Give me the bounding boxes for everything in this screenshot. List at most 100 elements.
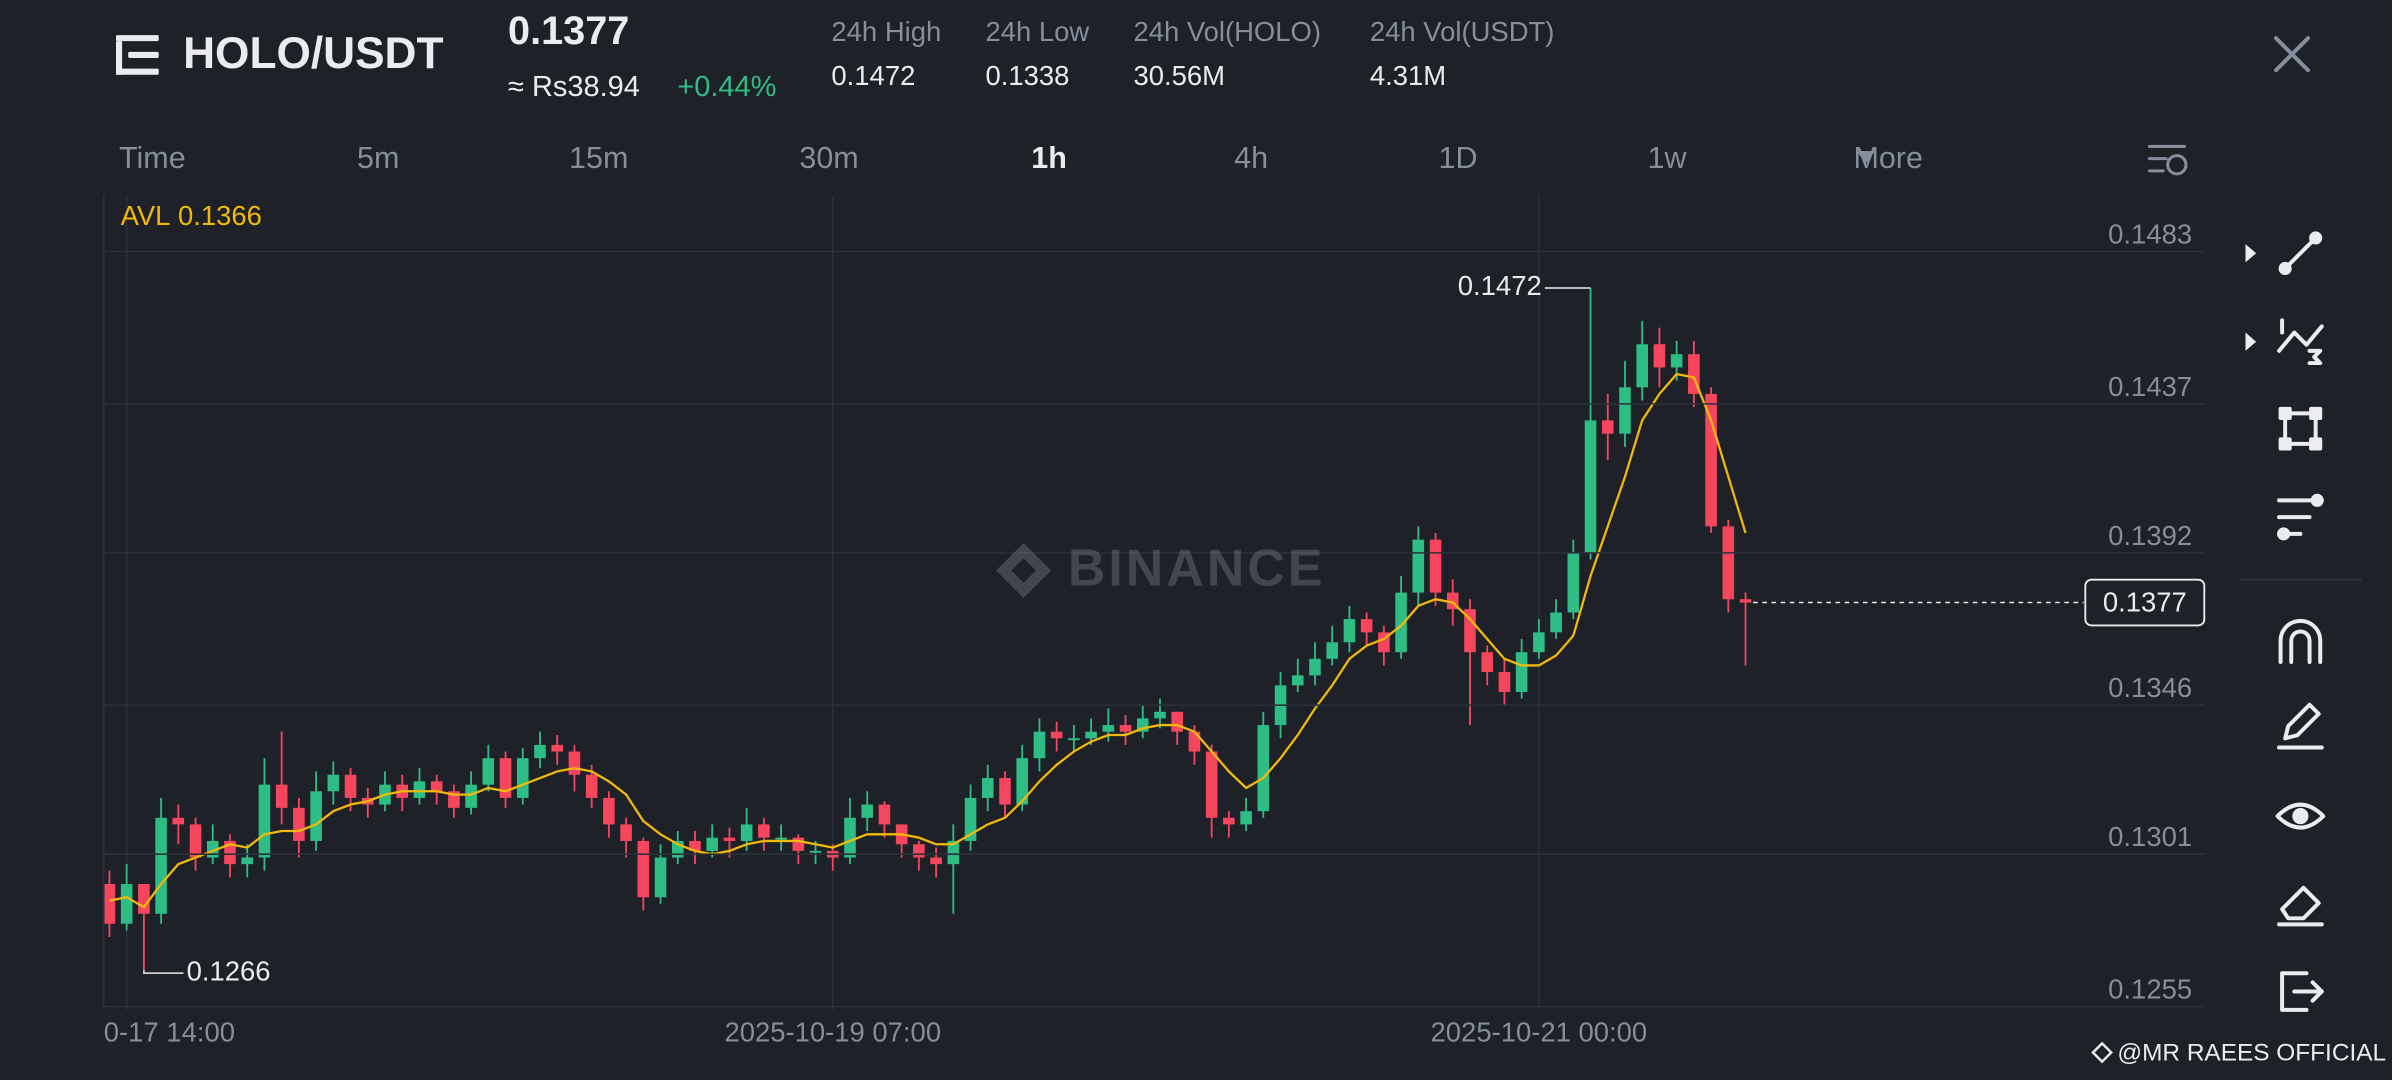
candle-body (120, 884, 133, 924)
candle-body (1326, 642, 1339, 659)
candle-body (603, 797, 615, 825)
candle-body (1705, 393, 1717, 527)
max-label: 0.1472 (1458, 270, 1542, 301)
candle-body (1257, 725, 1270, 812)
interval-tab[interactable]: 5m (357, 141, 399, 175)
candle-body (1619, 387, 1631, 434)
stat-label: 24h High (831, 16, 941, 47)
candle-body (189, 824, 202, 858)
y-tick-label: 0.1437 (2108, 371, 2192, 402)
price-change: +0.44% (677, 71, 776, 103)
x-tick-label: 2025-10-17 14:00 (18, 1016, 235, 1047)
x-tick-label: 2025-10-19 07:00 (724, 1016, 941, 1047)
interval-tab[interactable]: 4h (1234, 141, 1268, 175)
candle-body (448, 791, 460, 808)
candle-body (482, 758, 495, 785)
pencil-tool[interactable] (2277, 702, 2324, 750)
candle-body (1188, 731, 1201, 752)
candle-body (723, 837, 736, 841)
candle-body (809, 850, 822, 853)
candle-body (585, 774, 598, 798)
watermark-logo (996, 543, 1052, 598)
stat-label: 24h Vol(HOLO) (1133, 16, 1321, 47)
candle-body (1739, 599, 1752, 603)
candle-body (1533, 632, 1545, 653)
candle-body (1412, 539, 1425, 593)
candle-body (1033, 731, 1046, 759)
candle-body (1343, 619, 1356, 643)
interval-tab[interactable]: 1D (1439, 141, 1478, 175)
y-tick-label: 0.1392 (2108, 520, 2192, 551)
candle-body (1395, 592, 1407, 653)
candle-body (1102, 725, 1115, 732)
visibility-tool[interactable] (2275, 802, 2326, 830)
candle-body (1481, 652, 1493, 673)
line-tool[interactable] (2278, 231, 2323, 276)
min-label: 0.1266 (187, 955, 271, 986)
candle-body (878, 804, 891, 825)
interval-tab[interactable]: Time (119, 141, 186, 175)
stat-value: 4.31M (1370, 60, 1446, 91)
candle-body (1670, 354, 1683, 368)
candle-body (568, 751, 581, 775)
candle-body (1688, 354, 1700, 394)
candle-body (1309, 658, 1321, 676)
chart-settings[interactable] (2147, 144, 2188, 176)
more-caret[interactable] (1856, 151, 1875, 164)
candle-body (1636, 344, 1648, 388)
pair-title[interactable]: HOLO/USDT (183, 29, 443, 78)
candle-body (1653, 344, 1666, 368)
watermark-credit: @MR RAEES OFFICIAL (2117, 1040, 2386, 1067)
candle-body (1567, 552, 1580, 613)
candle-body (1515, 652, 1528, 692)
close-button[interactable] (2274, 36, 2311, 73)
candle-body (637, 840, 650, 898)
candle-body (1464, 609, 1476, 653)
interval-tabs: Time 5m 15m 30m 1h 4h 1D 1w More (119, 141, 1923, 175)
candle-body (1119, 725, 1132, 732)
interval-tab[interactable]: 1h (1031, 141, 1067, 175)
expand-caret[interactable] (2245, 244, 2257, 263)
candle-body (1136, 718, 1149, 732)
candle-body (1240, 811, 1252, 825)
candle-body (758, 824, 770, 838)
candle-body (172, 817, 185, 825)
y-tick-label: 0.1346 (2108, 672, 2192, 703)
stat-value: 0.1472 (831, 60, 915, 91)
candles (103, 287, 1752, 971)
eraser-tool[interactable] (2277, 885, 2324, 927)
watermark-text: BINANCE (1068, 539, 1326, 597)
candle-body (293, 807, 305, 841)
candle-body (740, 824, 753, 841)
candle-body (861, 804, 874, 818)
interval-tab[interactable]: 30m (799, 141, 858, 175)
candle-body (258, 784, 271, 858)
expand-caret[interactable] (2245, 332, 2257, 351)
fib-tool[interactable] (2277, 318, 2324, 366)
menu-icon[interactable] (116, 35, 159, 75)
candle-body (1498, 672, 1511, 692)
candle-body (430, 781, 443, 792)
interval-tab[interactable]: 1w (1648, 141, 1688, 175)
avl-line (109, 372, 1747, 909)
interval-tab[interactable]: 15m (569, 141, 628, 175)
last-price: 0.1377 (508, 9, 629, 53)
candle-body (999, 778, 1011, 805)
chart: 2025-10-17 14:00 2025-10-19 07:00 2025-10-… (18, 195, 2206, 1047)
candle-body (138, 884, 150, 914)
magnet-tool[interactable] (2278, 618, 2323, 665)
candle-body (947, 840, 960, 865)
candle-body (310, 791, 322, 841)
candle-body (275, 784, 288, 808)
candle-body (1601, 420, 1614, 434)
candle-body (155, 817, 167, 914)
pattern-tool[interactable] (2277, 493, 2324, 541)
shape-tool[interactable] (2278, 406, 2323, 451)
candle-body (689, 840, 701, 851)
exit-tool[interactable] (2280, 971, 2324, 1012)
candle-body (1085, 731, 1097, 739)
stat-label: 24h Low (985, 16, 1089, 47)
candle-body (1429, 539, 1442, 593)
y-tick-label: 0.1301 (2108, 821, 2192, 852)
